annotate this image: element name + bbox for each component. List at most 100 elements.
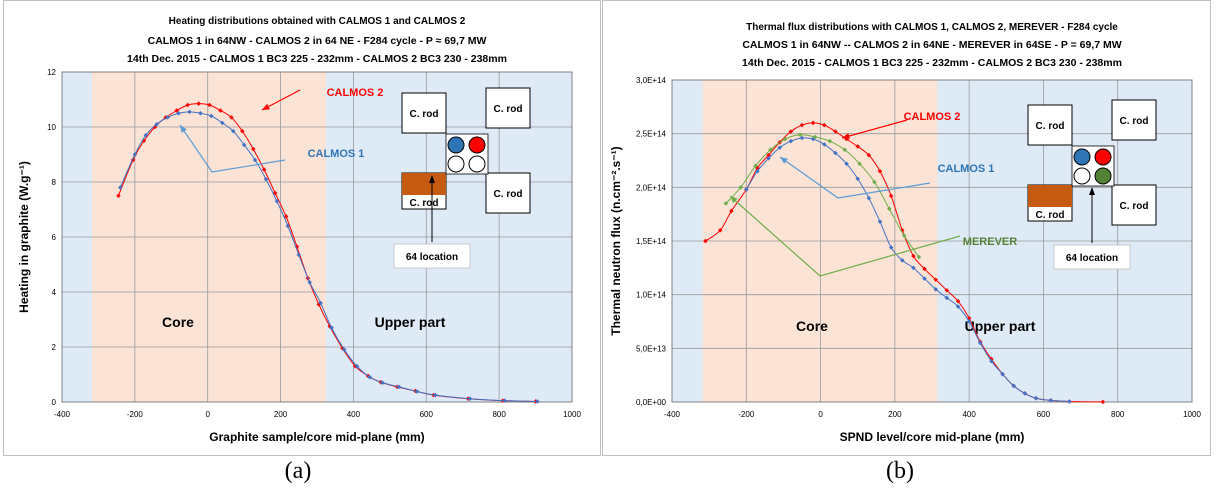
- control-rod-bottom-left-label: C. rod: [1036, 210, 1065, 221]
- calmos-1-point: [467, 396, 473, 401]
- x-tick-label: 200: [888, 410, 902, 419]
- y-tick-label: 6: [52, 233, 57, 242]
- x-tick-label: 400: [962, 410, 976, 419]
- calmos-1-point: [1033, 395, 1039, 401]
- x-tick-label: 400: [347, 410, 361, 419]
- calmos2-position-icon: [1094, 148, 1112, 166]
- upper-part-label: Upper part: [965, 318, 1036, 334]
- chart-title-line: CALMOS 1 in 64NW -- CALMOS 2 in 64NE - M…: [742, 39, 1121, 51]
- control-rod-bottom-left-fill: [1028, 185, 1072, 207]
- calmos-1-point: [296, 252, 302, 258]
- core-label: Core: [796, 318, 828, 334]
- calmos-1-point: [342, 347, 347, 353]
- calmos-1-point: [307, 280, 312, 285]
- calmos-2-point: [1100, 399, 1106, 405]
- x-tick-label: 1000: [1183, 410, 1201, 419]
- calmos-2-point: [933, 277, 938, 282]
- calmos-1-point: [274, 198, 280, 204]
- calmos-1-point: [989, 358, 994, 364]
- calmos-1-point: [535, 399, 540, 404]
- control-rod-top-left: [401, 92, 447, 134]
- x-tick-label: -200: [738, 410, 755, 419]
- chart-title-line: 14th Dec. 2015 - CALMOS 1 BC3 225 - 232m…: [127, 53, 507, 65]
- calmos-2-point: [152, 124, 158, 130]
- calmos-1-point: [165, 115, 170, 120]
- chart-title-line: 14th Dec. 2015 - CALMOS 1 BC3 225 - 232m…: [742, 57, 1122, 69]
- calmos-1-point: [900, 258, 905, 263]
- merever-position-icon: [1094, 167, 1112, 185]
- calmos-2-point: [944, 288, 950, 293]
- merever-arrow-head: [730, 196, 738, 204]
- calmos2-callout-label: CALMOS 2: [904, 111, 961, 123]
- calmos-1-point: [978, 340, 983, 346]
- location-label: 64 location: [1066, 253, 1118, 264]
- control-rod-bottom-right-label: C. rod: [494, 189, 523, 200]
- y-tick-label: 2,5E+14: [636, 130, 667, 139]
- caption-b: (b): [886, 458, 914, 484]
- calmos-1-point: [1000, 371, 1005, 377]
- calmos-1-point: [329, 325, 334, 331]
- control-rod-bottom-right: [1111, 184, 1157, 226]
- calmos-1-point: [354, 363, 360, 369]
- calmos-1-point: [318, 300, 323, 306]
- x-axis-label: Graphite sample/core mid-plane (mm): [209, 430, 424, 444]
- y-tick-label: 5,0E+13: [636, 344, 667, 353]
- calmos-1-point: [1048, 398, 1054, 403]
- control-rod-bottom-right: [485, 172, 531, 214]
- chart-title-line: Heating distributions obtained with CALM…: [169, 16, 466, 27]
- calmos-1-point: [911, 265, 916, 271]
- calmos-2-point: [922, 266, 927, 272]
- calmos-1-point: [367, 374, 373, 380]
- y-axis-label: Heating in graphite (W.g⁻¹): [17, 161, 31, 313]
- plot-border: [671, 79, 1193, 403]
- calmos-1-point: [118, 185, 123, 190]
- x-tick-label: 800: [1111, 410, 1125, 419]
- calmos1-arrow-head: [780, 157, 788, 164]
- calmos-2-point: [955, 298, 961, 304]
- location-pointer-head: [1089, 187, 1095, 195]
- calmos-1-point: [414, 389, 420, 394]
- x-tick-label: 0: [818, 410, 823, 419]
- empty-position-icon: [447, 155, 465, 173]
- calmos-1-point: [955, 304, 961, 309]
- calmos1-position-icon: [447, 136, 465, 154]
- calmos1-position-icon: [1073, 148, 1091, 166]
- calmos-1-point: [1067, 399, 1072, 404]
- chart-b-plot: Thermal flux distributions with CALMOS 1…: [609, 22, 1201, 444]
- calmos-1-point: [396, 384, 402, 390]
- y-tick-label: 3,0E+14: [636, 76, 667, 85]
- calmos-2-point: [261, 167, 267, 172]
- caption-a: (a): [284, 458, 312, 484]
- calmos1-callout-label: CALMOS 1: [308, 148, 365, 160]
- empty-position-icon: [1073, 167, 1091, 185]
- y-tick-label: 12: [47, 68, 56, 77]
- calmos-1-point: [154, 121, 159, 127]
- calmos-2-point: [116, 193, 121, 199]
- calmos2-arrow-head: [262, 103, 270, 110]
- plot-border: [61, 71, 573, 403]
- empty-position-icon: [468, 155, 486, 173]
- x-axis-label: SPND level/core mid-plane (mm): [840, 430, 1025, 444]
- x-tick-label: -200: [127, 410, 144, 419]
- control-rod-top-right: [485, 87, 531, 129]
- calmos-1-point: [1022, 391, 1028, 396]
- calmos-1-point: [380, 380, 385, 386]
- calmos2-callout-label: CALMOS 2: [327, 87, 384, 99]
- control-rod-top-right-label: C. rod: [494, 104, 523, 115]
- y-tick-label: 1,5E+14: [636, 237, 667, 246]
- calmos1-arrow: [179, 124, 286, 173]
- calmos-1-point: [176, 110, 181, 116]
- y-tick-label: 4: [52, 288, 57, 297]
- calmos-2-point: [229, 115, 234, 120]
- y-tick-label: 1,0E+14: [636, 291, 667, 300]
- location-label-box: [393, 243, 471, 269]
- control-rod-top-left-label: C. rod: [410, 109, 439, 120]
- calmos-1-point: [433, 392, 438, 398]
- calmos2-position-icon: [468, 136, 486, 154]
- calmos-1-point: [944, 295, 950, 301]
- y-tick-label: 0,0E+00: [636, 398, 667, 407]
- x-tick-label: 600: [420, 410, 434, 419]
- location-label: 64 location: [406, 252, 458, 263]
- x-tick-label: 0: [205, 410, 210, 419]
